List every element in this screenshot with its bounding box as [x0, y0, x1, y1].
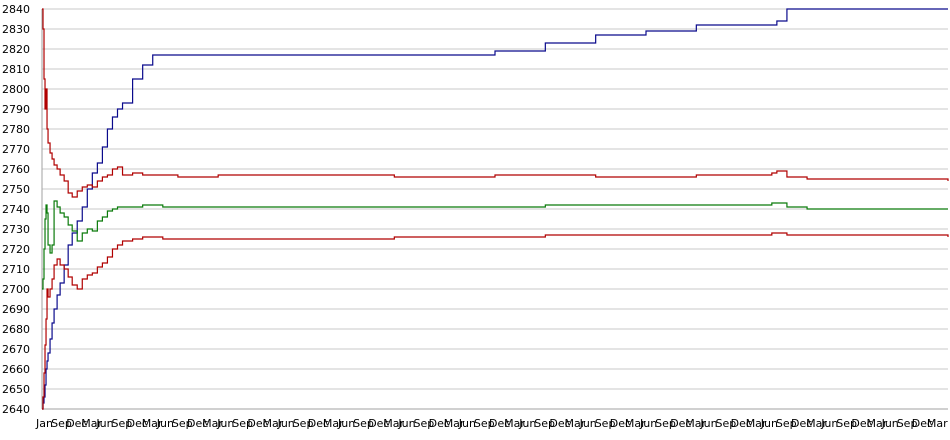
x-tick-label: Mar	[202, 417, 223, 430]
gridlines	[41, 8, 948, 410]
x-tick-label: Sep	[534, 417, 555, 430]
x-tick-label: Dec	[549, 417, 570, 430]
x-tick-label: Mar	[444, 417, 465, 430]
x-tick-label: Sep	[716, 417, 737, 430]
x-tick-label: Sep	[595, 417, 616, 430]
x-tick-label: Mar	[323, 417, 344, 430]
y-tick-label: 2650	[2, 383, 30, 396]
y-tick-label: 2760	[2, 163, 30, 176]
x-tick-label: Sep	[776, 417, 797, 430]
x-tick-label: Mar	[625, 417, 646, 430]
x-tick-label: Sep	[414, 417, 435, 430]
x-tick-label: Jun	[458, 417, 476, 430]
x-tick-label: Dec	[429, 417, 450, 430]
x-tick-label: Dec	[791, 417, 812, 430]
series-line-1	[42, 8, 948, 410]
x-tick-label: Jun	[216, 417, 234, 430]
y-tick-label: 2730	[2, 223, 30, 236]
y-tick-label: 2840	[2, 3, 30, 16]
x-tick-label: Sep	[172, 417, 193, 430]
x-tick-label: Mar	[81, 417, 102, 430]
y-tick-label: 2810	[2, 63, 30, 76]
x-tick-label: Mar	[142, 417, 163, 430]
x-tick-label: Dec	[912, 417, 933, 430]
x-tick-label: Jun	[639, 417, 657, 430]
x-tick-label: Dec	[368, 417, 389, 430]
x-tick-label: Mar	[565, 417, 586, 430]
x-tick-label: Jun	[337, 417, 355, 430]
x-tick-label: Jun	[277, 417, 295, 430]
y-tick-label: 2710	[2, 263, 30, 276]
y-tick-label: 2670	[2, 343, 30, 356]
y-tick-label: 2680	[2, 323, 30, 336]
x-tick-label: Dec	[308, 417, 329, 430]
y-tick-label: 2740	[2, 203, 30, 216]
y-tick-label: 2800	[2, 83, 30, 96]
series-line-2	[42, 8, 949, 198]
x-tick-label: Dec	[187, 417, 208, 430]
series-line-3	[42, 200, 948, 290]
x-tick-label: Mar	[263, 417, 284, 430]
x-tick-label: Sep	[232, 417, 253, 430]
x-tick-label: Dec	[851, 417, 872, 430]
y-tick-label: 2690	[2, 303, 30, 316]
x-tick-label: Jun	[518, 417, 536, 430]
x-tick-label: Mar	[746, 417, 767, 430]
x-tick-label: Dec	[66, 417, 87, 430]
y-tick-label: 2700	[2, 283, 30, 296]
x-tick-label: Jun	[95, 417, 113, 430]
x-tick-label: Mar	[383, 417, 404, 430]
x-tick-label: Sep	[353, 417, 374, 430]
x-tick-label: Sep	[474, 417, 495, 430]
x-tick-label: Sep	[293, 417, 314, 430]
y-tick-label: 2750	[2, 183, 30, 196]
y-tick-label: 2770	[2, 143, 30, 156]
y-tick-label: 2640	[2, 403, 30, 416]
x-tick-label: Jun	[760, 417, 778, 430]
x-tick-label: Mar	[867, 417, 888, 430]
series-lines	[42, 8, 949, 410]
y-axis-tick-labels: 2640 2650 2660 2670 2680 2690 2700 2710 2720 2730…	[2, 3, 30, 416]
x-tick-label: Dec	[731, 417, 752, 430]
y-tick-label: 2660	[2, 363, 30, 376]
x-tick-label: Dec	[610, 417, 631, 430]
x-tick-label: Sep	[112, 417, 133, 430]
y-tick-label: 2820	[2, 43, 30, 56]
x-tick-label: Dec	[127, 417, 148, 430]
x-tick-label: Jun	[579, 417, 597, 430]
x-tick-label: Dec	[489, 417, 510, 430]
y-tick-label: 2720	[2, 243, 30, 256]
x-tick-label: Jun	[820, 417, 838, 430]
x-tick-label: Mar	[927, 417, 948, 430]
x-tick-label: Mar	[504, 417, 525, 430]
y-tick-label: 2830	[2, 23, 30, 36]
x-tick-label: Sep	[836, 417, 857, 430]
x-tick-label: Sep	[655, 417, 676, 430]
x-tick-label: Mar	[806, 417, 827, 430]
x-tick-label: Sep	[897, 417, 918, 430]
x-tick-label: Mar	[685, 417, 706, 430]
y-tick-label: 2790	[2, 103, 30, 116]
x-tick-label: Jun	[397, 417, 415, 430]
x-tick-label: Dec	[247, 417, 268, 430]
x-tick-label: Sep	[51, 417, 72, 430]
x-tick-label: Dec	[670, 417, 691, 430]
x-tick-label: Jun	[156, 417, 174, 430]
x-tick-label: Jun	[881, 417, 899, 430]
series-line-4	[42, 232, 949, 410]
x-tick-label: Jun	[699, 417, 717, 430]
x-tick-label: Jan	[35, 417, 53, 430]
x-axis-tick-labels: JanSepDecMarJunSepDecMarJunSepDecMarJunS…	[35, 417, 948, 430]
y-tick-label: 2780	[2, 123, 30, 136]
